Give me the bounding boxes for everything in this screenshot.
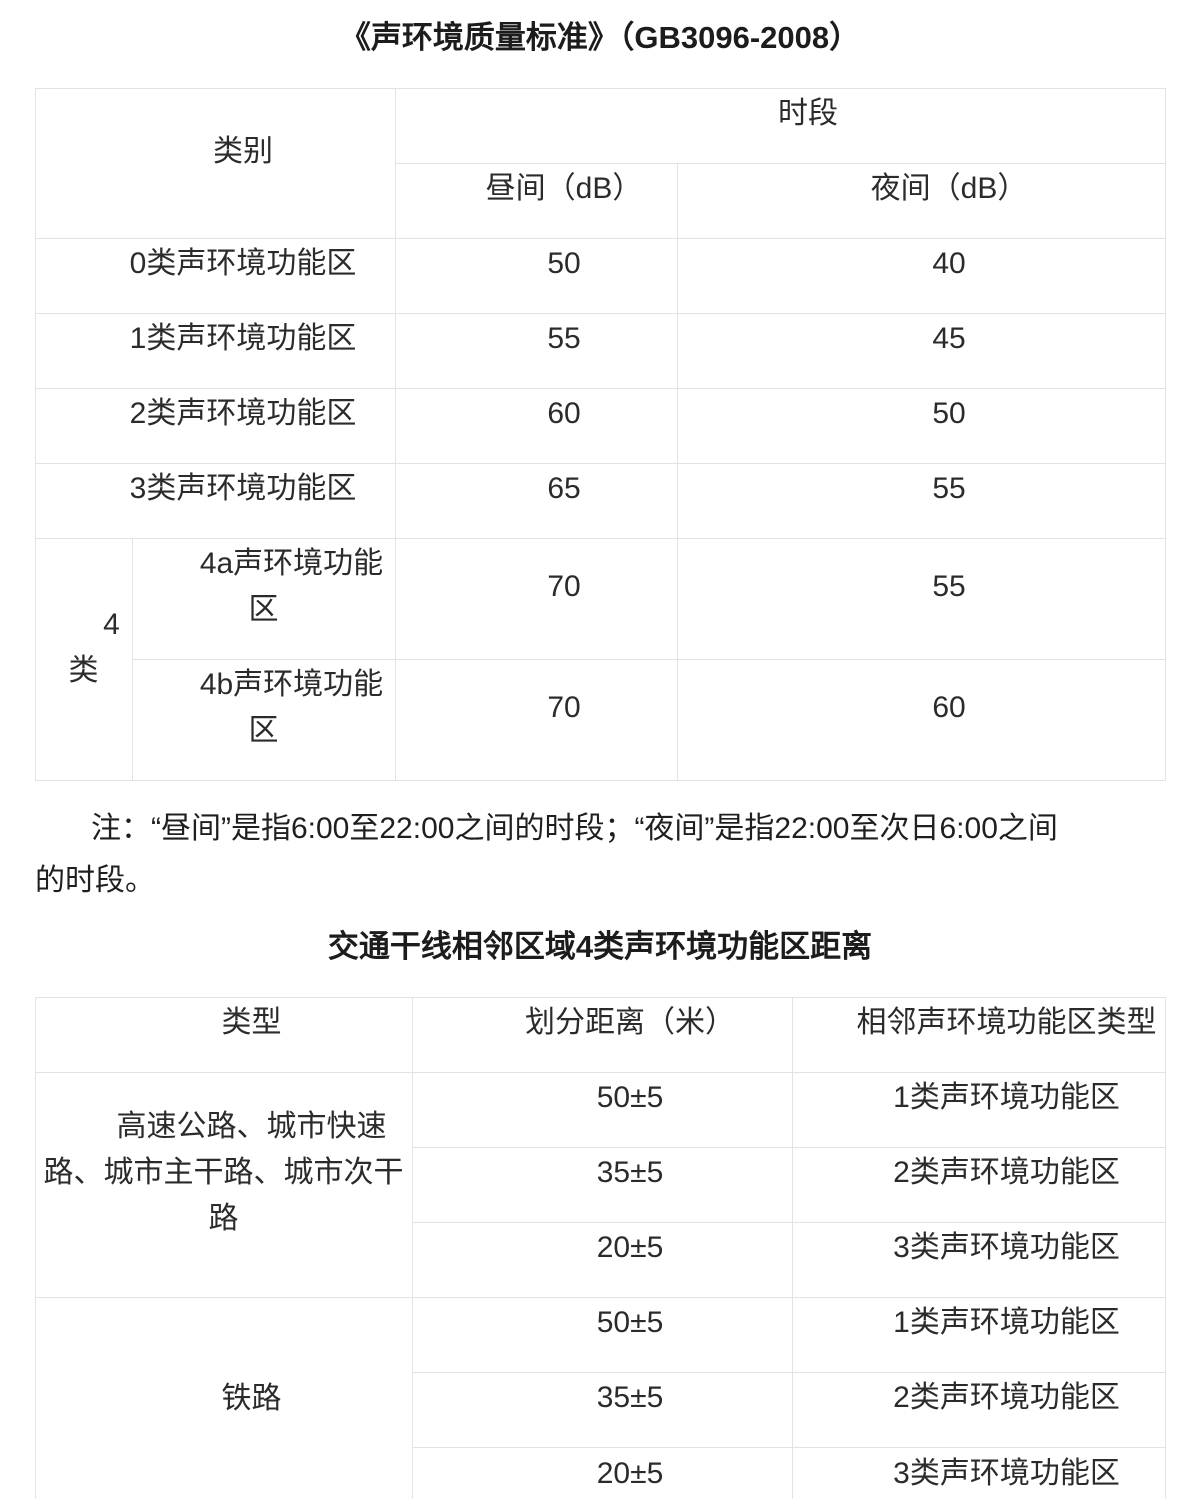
period-header-cell: 时段	[394, 88, 1166, 164]
table-row: 高速公路、城市快速 路、城市主干路、城市次干 路 50±5 1类声环境功能区	[34, 1072, 1166, 1298]
table-row: 2类声环境功能区 60 50	[34, 388, 1166, 464]
day-value-cell: 70	[394, 538, 678, 660]
night-header-cell: 夜间（dB）	[676, 163, 1166, 239]
row-label-cell: 1类声环境功能区	[34, 313, 396, 389]
day-value-cell: 70	[394, 659, 678, 781]
night-value-cell: 55	[676, 463, 1166, 539]
day-header-cell: 昼间（dB）	[394, 163, 678, 239]
day-value-cell: 50	[394, 238, 678, 314]
adjacent-value-cell: 2类声环境功能区	[791, 1372, 1166, 1448]
class4-group-cell: 4 类	[34, 538, 133, 781]
adjacent-value-cell: 3类声环境功能区	[791, 1447, 1166, 1499]
table-row: 4b声环境功能 区 70 60	[35, 659, 1166, 781]
night-value-cell: 60	[676, 659, 1166, 781]
adjacent-header-cell: 相邻声环境功能区类型	[791, 997, 1166, 1073]
noise-limits-table: 类别 时段 昼间（dB） 夜间（dB） 0类声环境功能区 50 40 1类声环境…	[34, 88, 1166, 781]
table-row: 0类声环境功能区 50 40	[34, 238, 1166, 314]
distance-value-cell: 20±5	[411, 1222, 793, 1298]
night-value-cell: 40	[676, 238, 1166, 314]
adjacent-value-cell: 1类声环境功能区	[791, 1297, 1166, 1373]
section-title: 交通干线相邻区域4类声环境功能区距离	[327, 929, 873, 964]
day-value-cell: 55	[394, 313, 678, 389]
type-header-cell: 类型	[34, 997, 413, 1073]
day-value-cell: 60	[394, 388, 678, 464]
table-row: 1类声环境功能区 55 45	[34, 313, 1166, 389]
night-value-cell: 55	[676, 538, 1166, 660]
night-value-cell: 45	[676, 313, 1166, 389]
day-value-cell: 65	[394, 463, 678, 539]
distance-value-cell: 50±5	[411, 1297, 793, 1373]
distance-value-cell: 35±5	[411, 1372, 793, 1448]
distance-value-cell: 20±5	[411, 1447, 793, 1499]
table-row: 4 类 4a声环境功能 区 70 55	[34, 538, 1166, 781]
table-row: 20±5 3类声环境功能区	[35, 1447, 1166, 1499]
table-row: 35±5 2类声环境功能区	[35, 1147, 1166, 1223]
adjacent-value-cell: 2类声环境功能区	[791, 1147, 1166, 1223]
table-row: 35±5 2类声环境功能区	[35, 1372, 1166, 1448]
adjacent-value-cell: 1类声环境功能区	[791, 1072, 1166, 1148]
table-row: 铁路 50±5 1类声环境功能区	[34, 1297, 1166, 1499]
road-group-cell: 高速公路、城市快速 路、城市主干路、城市次干 路	[34, 1072, 413, 1298]
row-label-cell: 2类声环境功能区	[34, 388, 396, 464]
table-note: 注：“昼间”是指6:00至22:00之间的时段；“夜间”是指22:00至次日6:…	[35, 812, 1058, 897]
row-label-cell: 0类声环境功能区	[34, 238, 396, 314]
row-label-cell: 4a声环境功能 区	[131, 538, 396, 660]
category-header-cell: 类别	[34, 88, 396, 239]
adjacent-value-cell: 3类声环境功能区	[791, 1222, 1166, 1298]
distance-header-cell: 划分距离（米）	[411, 997, 793, 1073]
main-title: 《声环境质量标准》（GB3096-2008）	[339, 20, 861, 55]
row-label-cell: 3类声环境功能区	[34, 463, 396, 539]
table-row: 3类声环境功能区 65 55	[34, 463, 1166, 539]
distance-value-cell: 50±5	[411, 1072, 793, 1148]
distance-value-cell: 35±5	[411, 1147, 793, 1223]
night-value-cell: 50	[676, 388, 1166, 464]
railway-group-cell: 铁路	[34, 1297, 413, 1499]
row-label-cell: 4b声环境功能 区	[131, 659, 396, 781]
traffic-distance-table: 类型 划分距离（米） 相邻声环境功能区类型 高速公路、城市快速 路、城市主干路、…	[34, 997, 1166, 1499]
